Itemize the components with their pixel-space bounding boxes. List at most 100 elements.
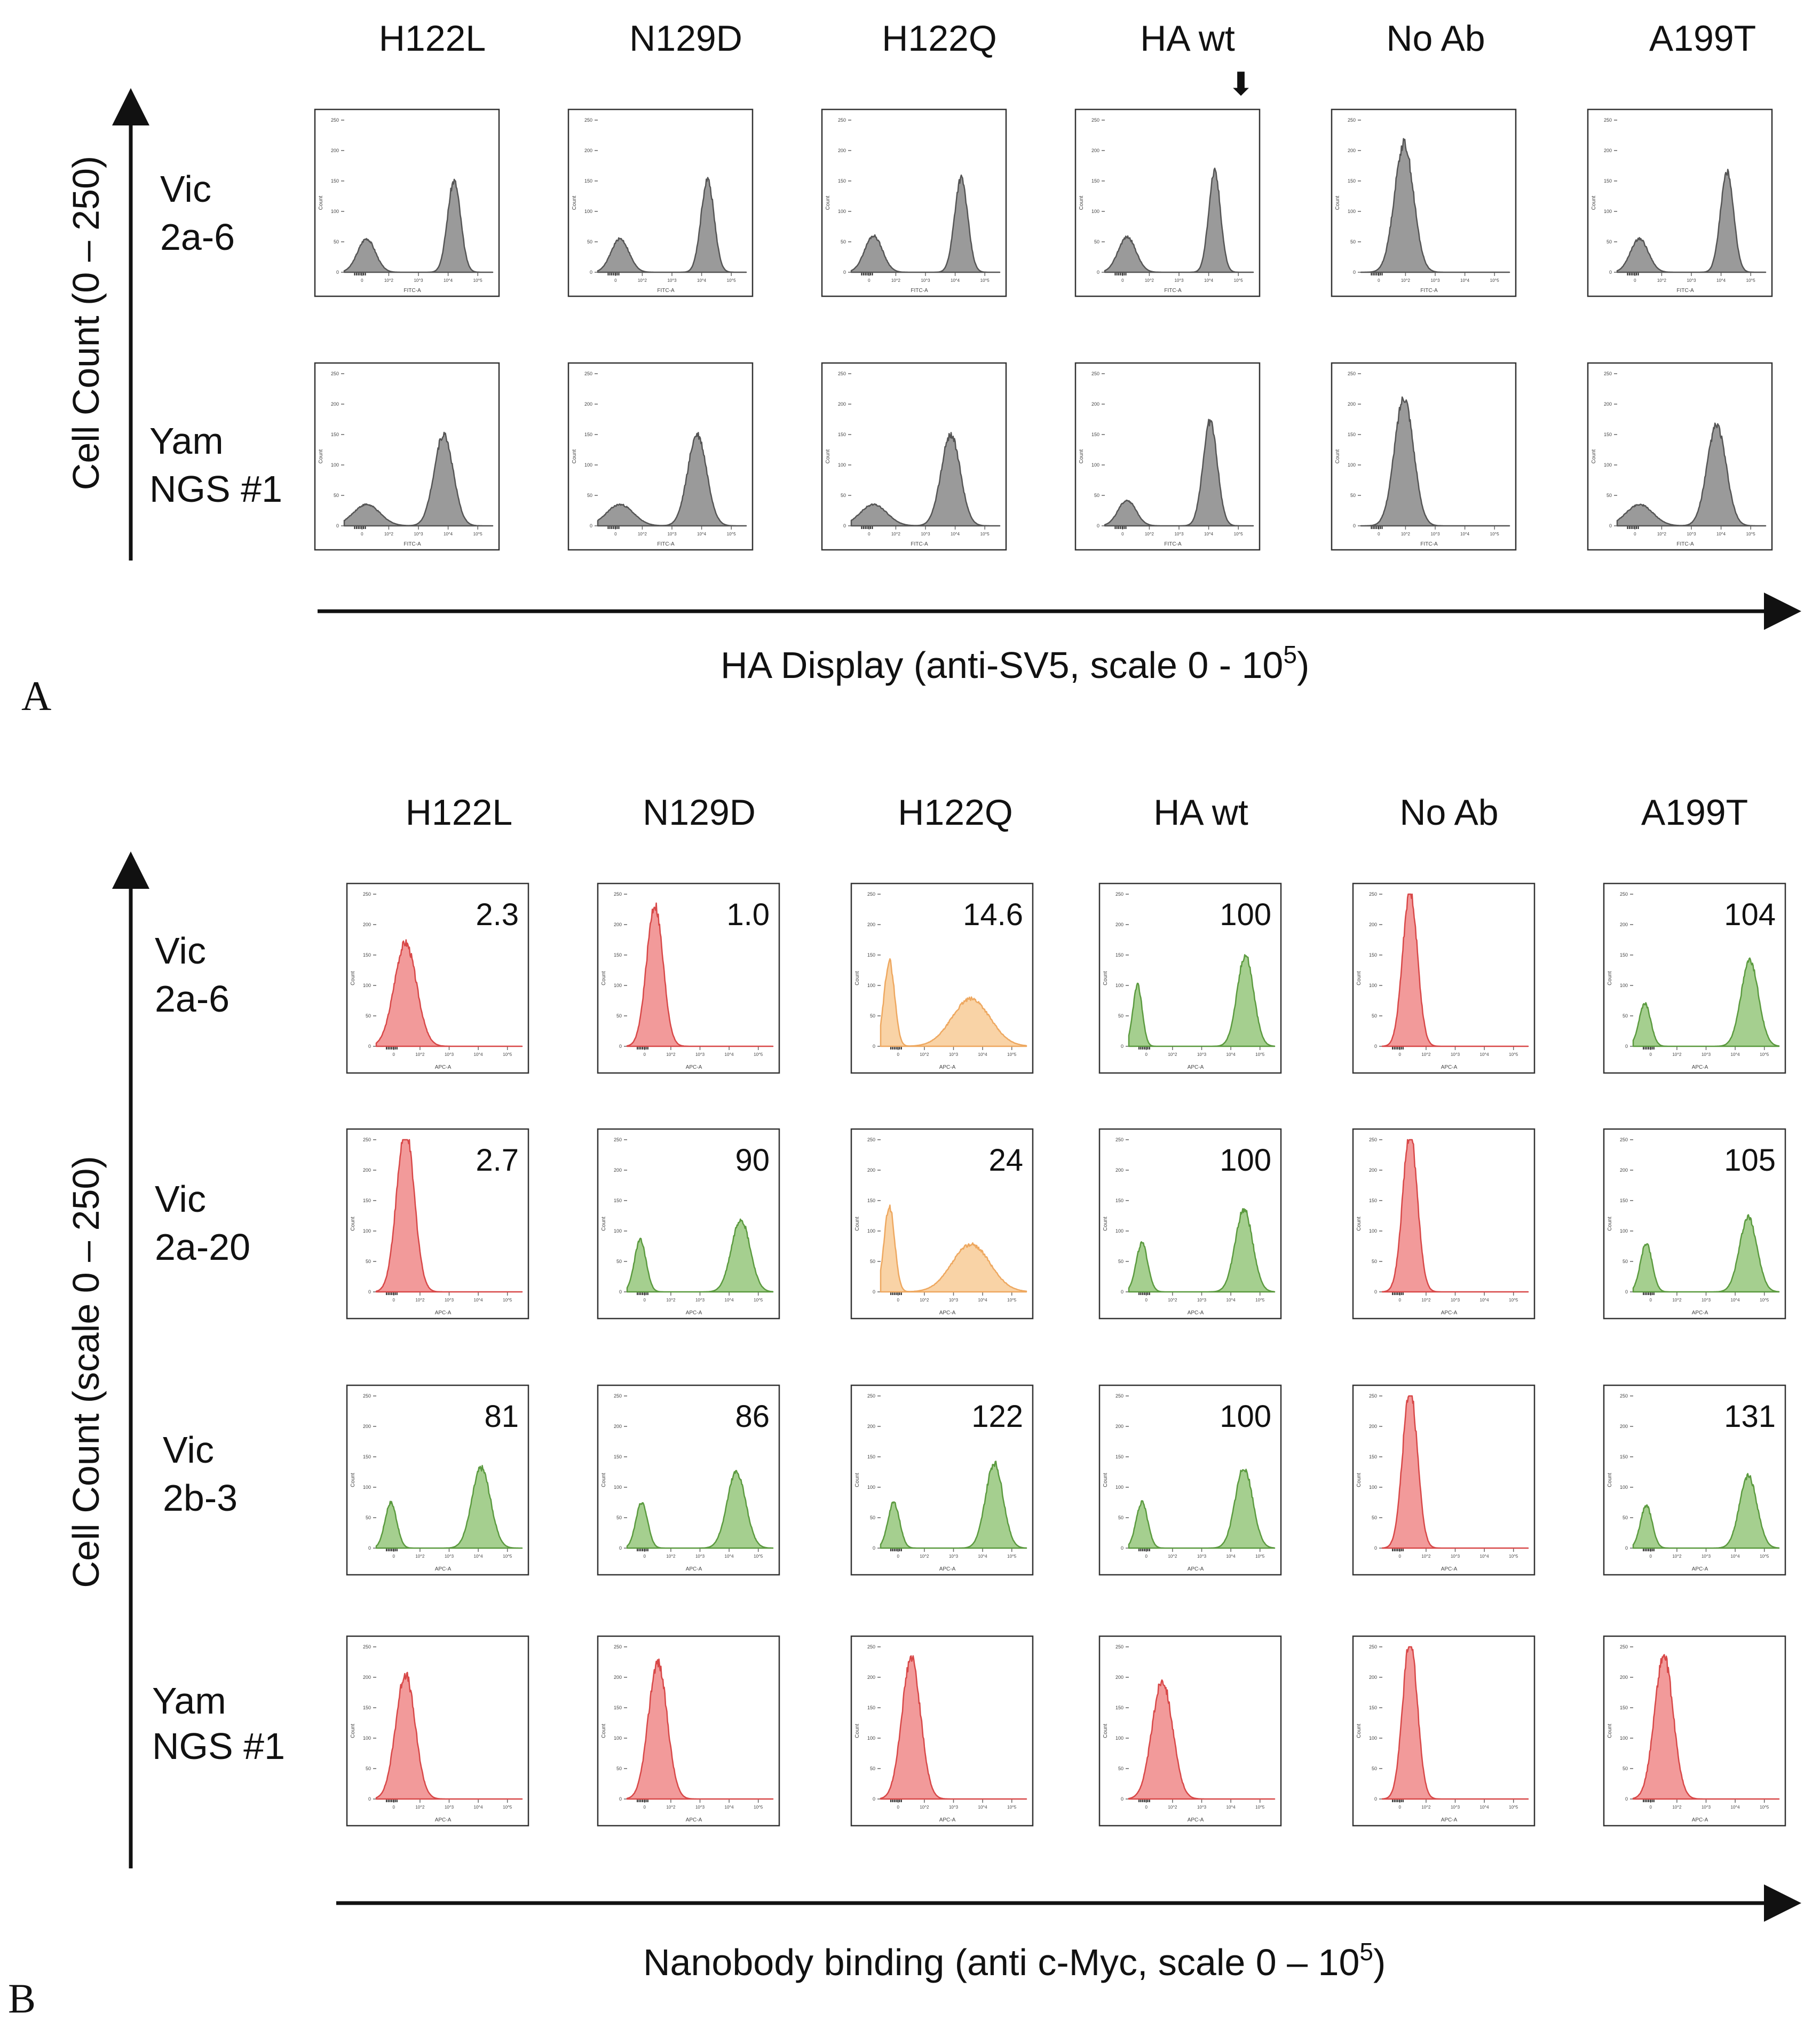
y-tick-label: 0 <box>873 1545 875 1551</box>
plot-frame <box>346 1635 529 1827</box>
histogram-no-ab-row2: 0 50 100 150 200 250 Count 0 10^2 10^3 10^4 10^5 FIT… <box>1331 362 1517 551</box>
x-tick-label: 10^3 <box>1197 1805 1207 1810</box>
y-tick-label: 150 <box>331 432 339 437</box>
y-tick-label: 250 <box>1604 117 1612 123</box>
plot-y-label: Count <box>1356 1473 1362 1487</box>
y-tick-label: 200 <box>1115 1167 1123 1173</box>
y-tick-label: 250 <box>1348 117 1356 123</box>
x-tick-label: 10^4 <box>697 532 707 536</box>
plot-y-label: Count <box>1356 1724 1362 1738</box>
x-tick-label: 10^3 <box>695 1554 705 1559</box>
histogram-no-ab-row1: 0 50 100 150 200 250 Count 0 10^2 10^3 10^4 10^5 APC… <box>1352 882 1536 1074</box>
y-tick-label: 150 <box>584 432 592 437</box>
y-tick-label: 0 <box>1374 1796 1377 1802</box>
x-tick-label: 10^5 <box>980 278 990 283</box>
y-tick-label: 50 <box>1118 1013 1123 1019</box>
x-tick-label: 10^3 <box>1687 278 1696 283</box>
plot-y-label: Count <box>601 1724 607 1738</box>
histogram-n129d-row4: 0 50 100 150 200 250 Count 0 10^2 10^3 10^4 10^5 APC… <box>597 1635 780 1827</box>
y-tick-label: 250 <box>867 1644 875 1650</box>
y-tick-label: 250 <box>1620 1644 1628 1650</box>
x-tick-label: 0 <box>1399 1554 1402 1559</box>
histogram-h122q-row1: 0 50 100 150 200 250 Count 0 10^2 10^3 10^4 10^5 APC… <box>850 882 1034 1074</box>
histogram-area <box>1632 957 1780 1047</box>
x-tick-label: 10^2 <box>1421 1052 1431 1057</box>
plot-x-label: FITC-A <box>1164 288 1182 294</box>
x-tick-label: 10^3 <box>1687 532 1696 536</box>
y-tick-label: 150 <box>363 1454 371 1459</box>
y-tick-label: 200 <box>1115 1424 1123 1429</box>
y-tick-label: 100 <box>867 1485 875 1490</box>
plot-y-label: Count <box>1356 1217 1362 1231</box>
plot-y-label: Count <box>318 449 324 463</box>
row-label-line1: Yam <box>149 420 224 462</box>
plot-frame <box>850 1635 1034 1827</box>
y-tick-label: 150 <box>1369 1705 1377 1710</box>
histogram-ha-wt-row2: 0 50 100 150 200 250 Count 0 10^2 10^3 10^4 10^5 APC… <box>1098 1128 1282 1320</box>
x-tick-label: 0 <box>393 1805 395 1810</box>
row-label-line2: 2a-20 <box>155 1226 250 1268</box>
histogram-area <box>1616 422 1767 527</box>
y-tick-label: 150 <box>1620 1454 1628 1459</box>
x-tick-label: 0 <box>897 1805 900 1810</box>
y-tick-label: 50 <box>1372 1515 1377 1520</box>
x-tick-label: 10^5 <box>1255 1554 1265 1559</box>
y-tick-label: 150 <box>584 178 592 184</box>
x-tick-label: 10^3 <box>949 1052 959 1057</box>
histogram-ha-wt-row1: 0 50 100 150 200 250 Count 0 10^2 10^3 10^4 10^5 FIT… <box>1074 108 1261 297</box>
column-label-a199t: A199T <box>1641 792 1748 833</box>
y-tick-label: 0 <box>590 523 592 528</box>
y-tick-label: 100 <box>867 983 875 988</box>
histogram-n129d-row2: 0 50 100 150 200 250 Count 0 10^2 10^3 10^4 10^5 FIT… <box>567 362 754 551</box>
histogram-h122l-row1: 0 50 100 150 200 250 Count 0 10^2 10^3 10^4 10^5 APC… <box>346 882 529 1074</box>
x-tick-label: 0 <box>897 1298 900 1303</box>
plot-y-label: Count <box>1079 449 1085 463</box>
plot-x-label: FITC-A <box>403 541 421 547</box>
x-tick-label: 0 <box>644 1052 646 1057</box>
y-tick-label: 200 <box>867 1424 875 1429</box>
y-tick-label: 250 <box>363 891 371 897</box>
y-tick-label: 100 <box>363 983 371 988</box>
y-tick-label: 100 <box>1115 1735 1123 1741</box>
plot-x-label: APC-A <box>1188 1566 1204 1572</box>
y-tick-label: 0 <box>368 1044 371 1049</box>
binding-value-label: 86 <box>735 1399 770 1434</box>
histogram-h122l-row4: 0 50 100 150 200 250 Count 0 10^2 10^3 10^4 10^5 APC… <box>346 1635 529 1827</box>
y-tick-label: 200 <box>614 922 622 927</box>
y-tick-label: 50 <box>366 1515 371 1520</box>
histogram-a199t-row2: 0 50 100 150 200 250 Count 0 10^2 10^3 10^4 10^5 FIT… <box>1587 362 1773 551</box>
y-tick-label: 50 <box>616 1013 622 1019</box>
x-tick-label: 10^3 <box>445 1554 454 1559</box>
x-tick-label: 0 <box>1145 1052 1148 1057</box>
y-tick-label: 150 <box>614 1705 622 1710</box>
y-tick-label: 50 <box>1623 1259 1628 1264</box>
x-tick-label: 0 <box>644 1298 646 1303</box>
y-tick-label: 250 <box>1369 1393 1377 1399</box>
x-tick-label: 0 <box>614 278 617 283</box>
histogram-n129d-row2: 0 50 100 150 200 250 Count 0 10^2 10^3 10^4 10^5 APC… <box>597 1128 780 1320</box>
x-tick-label: 0 <box>1634 532 1636 536</box>
x-tick-label: 10^4 <box>1204 278 1214 283</box>
x-tick-label: 10^5 <box>754 1554 763 1559</box>
x-tick-label: 10^3 <box>949 1805 959 1810</box>
x-tick-label: 10^5 <box>503 1298 512 1303</box>
histogram-n129d-row3: 0 50 100 150 200 250 Count 0 10^2 10^3 10^4 10^5 APC… <box>597 1384 780 1576</box>
x-tick-label: 0 <box>1650 1554 1652 1559</box>
x-tick-label: 10^3 <box>695 1298 705 1303</box>
histogram-h122q-row4: 0 50 100 150 200 250 Count 0 10^2 10^3 10^4 10^5 APC… <box>850 1635 1034 1827</box>
y-tick-label: 100 <box>867 1735 875 1741</box>
y-tick-label: 250 <box>1091 371 1099 376</box>
histogram-area <box>1632 1473 1780 1549</box>
plot-x-label: APC-A <box>1441 1817 1458 1823</box>
x-tick-label: 10^3 <box>1430 532 1440 536</box>
plot-frame <box>597 1635 780 1827</box>
column-label-no-ab: No Ab <box>1399 792 1498 833</box>
plot-x-label: FITC-A <box>1676 288 1694 294</box>
histogram-ha-wt-row2: 0 50 100 150 200 250 Count 0 10^2 10^3 10^4 10^5 FIT… <box>1074 362 1261 551</box>
y-tick-label: 100 <box>331 209 339 214</box>
y-tick-label: 100 <box>1369 1228 1377 1234</box>
y-tick-label: 250 <box>614 1644 622 1650</box>
x-tick-label: 0 <box>1650 1805 1652 1810</box>
y-tick-label: 0 <box>843 523 846 528</box>
x-tick-label: 10^5 <box>727 278 737 283</box>
